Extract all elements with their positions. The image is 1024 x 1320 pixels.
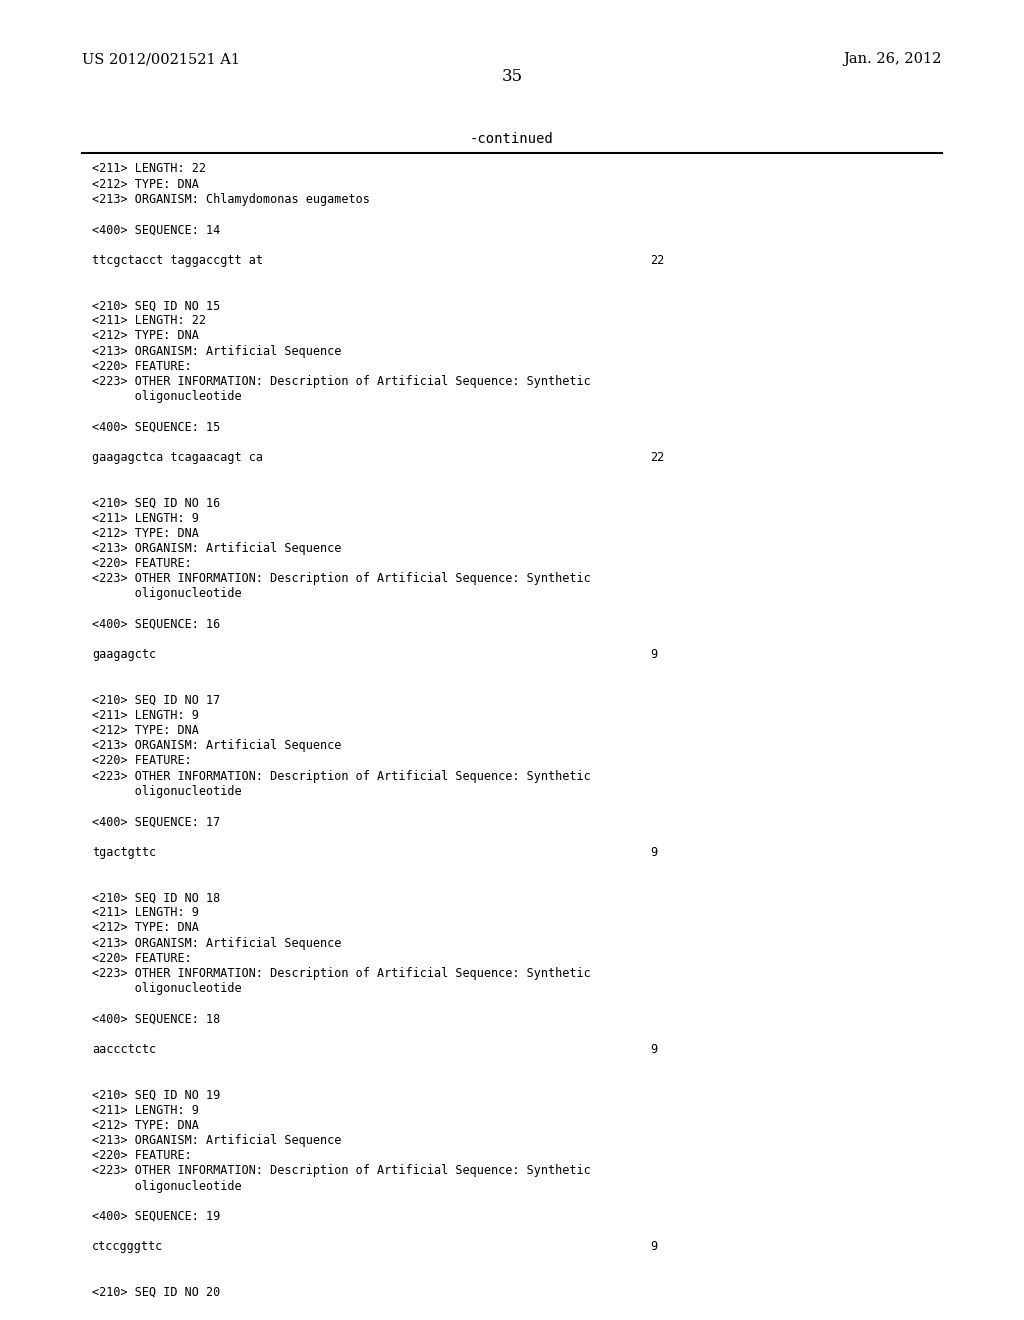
Text: ctccgggttc: ctccgggttc (92, 1241, 164, 1253)
Text: gaagagctc: gaagagctc (92, 648, 157, 661)
Text: <210> SEQ ID NO 18: <210> SEQ ID NO 18 (92, 891, 220, 904)
Text: <212> TYPE: DNA: <212> TYPE: DNA (92, 178, 199, 190)
Text: <210> SEQ ID NO 20: <210> SEQ ID NO 20 (92, 1286, 220, 1299)
Text: 22: 22 (650, 253, 665, 267)
Text: <211> LENGTH: 22: <211> LENGTH: 22 (92, 162, 206, 176)
Text: <212> TYPE: DNA: <212> TYPE: DNA (92, 1119, 199, 1131)
Text: <212> TYPE: DNA: <212> TYPE: DNA (92, 921, 199, 935)
Text: oligonucleotide: oligonucleotide (92, 982, 242, 995)
Text: 9: 9 (650, 1043, 657, 1056)
Text: <211> LENGTH: 9: <211> LENGTH: 9 (92, 907, 199, 919)
Text: aaccctctc: aaccctctc (92, 1043, 157, 1056)
Text: <400> SEQUENCE: 15: <400> SEQUENCE: 15 (92, 421, 220, 433)
Text: <400> SEQUENCE: 18: <400> SEQUENCE: 18 (92, 1012, 220, 1026)
Text: oligonucleotide: oligonucleotide (92, 785, 242, 797)
Text: oligonucleotide: oligonucleotide (92, 587, 242, 601)
Text: <213> ORGANISM: Artificial Sequence: <213> ORGANISM: Artificial Sequence (92, 1134, 342, 1147)
Text: <212> TYPE: DNA: <212> TYPE: DNA (92, 527, 199, 540)
Text: <213> ORGANISM: Artificial Sequence: <213> ORGANISM: Artificial Sequence (92, 345, 342, 358)
Text: 9: 9 (650, 648, 657, 661)
Text: gaagagctca tcagaacagt ca: gaagagctca tcagaacagt ca (92, 451, 263, 463)
Text: <400> SEQUENCE: 17: <400> SEQUENCE: 17 (92, 816, 220, 828)
Text: 35: 35 (502, 69, 522, 84)
Text: <213> ORGANISM: Chlamydomonas eugametos: <213> ORGANISM: Chlamydomonas eugametos (92, 193, 370, 206)
Text: <223> OTHER INFORMATION: Description of Artificial Sequence: Synthetic: <223> OTHER INFORMATION: Description of … (92, 1164, 591, 1177)
Text: 9: 9 (650, 846, 657, 858)
Text: oligonucleotide: oligonucleotide (92, 391, 242, 403)
Text: <210> SEQ ID NO 17: <210> SEQ ID NO 17 (92, 694, 220, 706)
Text: <210> SEQ ID NO 19: <210> SEQ ID NO 19 (92, 1089, 220, 1101)
Text: tgactgttc: tgactgttc (92, 846, 157, 858)
Text: <223> OTHER INFORMATION: Description of Artificial Sequence: Synthetic: <223> OTHER INFORMATION: Description of … (92, 968, 591, 979)
Text: <220> FEATURE:: <220> FEATURE: (92, 360, 191, 372)
Text: <213> ORGANISM: Artificial Sequence: <213> ORGANISM: Artificial Sequence (92, 739, 342, 752)
Text: <220> FEATURE:: <220> FEATURE: (92, 1150, 191, 1162)
Text: -continued: -continued (470, 132, 554, 145)
Text: <211> LENGTH: 9: <211> LENGTH: 9 (92, 512, 199, 524)
Text: <220> FEATURE:: <220> FEATURE: (92, 755, 191, 767)
Text: <400> SEQUENCE: 16: <400> SEQUENCE: 16 (92, 618, 220, 631)
Text: <400> SEQUENCE: 19: <400> SEQUENCE: 19 (92, 1210, 220, 1222)
Text: <211> LENGTH: 9: <211> LENGTH: 9 (92, 709, 199, 722)
Text: ttcgctacct taggaccgtt at: ttcgctacct taggaccgtt at (92, 253, 263, 267)
Text: <210> SEQ ID NO 16: <210> SEQ ID NO 16 (92, 496, 220, 510)
Text: <220> FEATURE:: <220> FEATURE: (92, 952, 191, 965)
Text: <220> FEATURE:: <220> FEATURE: (92, 557, 191, 570)
Text: <212> TYPE: DNA: <212> TYPE: DNA (92, 330, 199, 342)
Text: <223> OTHER INFORMATION: Description of Artificial Sequence: Synthetic: <223> OTHER INFORMATION: Description of … (92, 573, 591, 585)
Text: <212> TYPE: DNA: <212> TYPE: DNA (92, 725, 199, 737)
Text: <213> ORGANISM: Artificial Sequence: <213> ORGANISM: Artificial Sequence (92, 543, 342, 554)
Text: oligonucleotide: oligonucleotide (92, 1180, 242, 1192)
Text: <211> LENGTH: 22: <211> LENGTH: 22 (92, 314, 206, 327)
Text: <211> LENGTH: 9: <211> LENGTH: 9 (92, 1104, 199, 1117)
Text: US 2012/0021521 A1: US 2012/0021521 A1 (82, 53, 240, 66)
Text: <400> SEQUENCE: 14: <400> SEQUENCE: 14 (92, 223, 220, 236)
Text: Jan. 26, 2012: Jan. 26, 2012 (844, 53, 942, 66)
Text: <223> OTHER INFORMATION: Description of Artificial Sequence: Synthetic: <223> OTHER INFORMATION: Description of … (92, 770, 591, 783)
Text: <210> SEQ ID NO 15: <210> SEQ ID NO 15 (92, 300, 220, 312)
Text: <223> OTHER INFORMATION: Description of Artificial Sequence: Synthetic: <223> OTHER INFORMATION: Description of … (92, 375, 591, 388)
Text: <213> ORGANISM: Artificial Sequence: <213> ORGANISM: Artificial Sequence (92, 937, 342, 949)
Text: 22: 22 (650, 451, 665, 463)
Text: 9: 9 (650, 1241, 657, 1253)
